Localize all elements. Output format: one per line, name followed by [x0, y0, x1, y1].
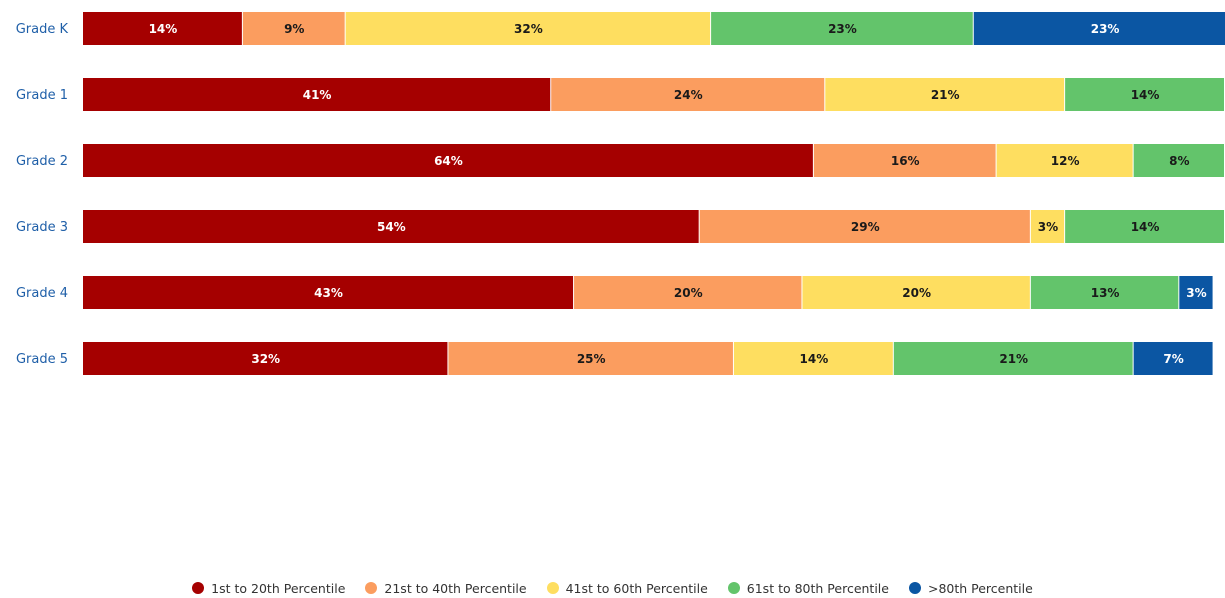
data-label: 3%	[1186, 286, 1206, 300]
data-label: 32%	[514, 22, 543, 36]
bar-segment[interactable]	[893, 342, 1133, 375]
category-label: Grade 1	[16, 88, 68, 103]
data-label: 43%	[314, 286, 343, 300]
bar-segment[interactable]	[574, 276, 802, 309]
data-label: 21%	[931, 88, 960, 102]
data-label: 13%	[1091, 286, 1120, 300]
data-label: 14%	[800, 352, 829, 366]
bar-segment[interactable]	[973, 12, 1225, 45]
bar-segment[interactable]	[83, 12, 242, 45]
bar-segment[interactable]	[1065, 210, 1224, 243]
data-label: 14%	[149, 22, 178, 36]
category-label: Grade 3	[16, 220, 68, 235]
data-label: 12%	[1051, 154, 1080, 168]
data-label: 16%	[891, 154, 920, 168]
legend-marker-icon	[365, 582, 378, 594]
data-label: 21%	[999, 352, 1028, 366]
legend-label: 61st to 80th Percentile	[746, 580, 889, 596]
legend-item-over-80th[interactable]: >80th Percentile	[908, 580, 1033, 596]
legend-item-61st-80th[interactable]: 61st to 80th Percentile	[727, 580, 889, 596]
legend-item-1st-20th[interactable]: 1st to 20th Percentile	[192, 581, 345, 596]
data-label: 54%	[377, 220, 406, 234]
category-label: Grade 5	[16, 352, 68, 367]
data-label: 24%	[674, 88, 703, 102]
bar-segment[interactable]	[83, 78, 551, 111]
data-label: 23%	[1091, 22, 1120, 36]
category-label: Grade 4	[16, 286, 68, 301]
bar-segment[interactable]	[551, 78, 825, 111]
bar-segment[interactable]	[1179, 276, 1213, 309]
legend-marker-icon	[908, 582, 921, 594]
legend-marker-icon	[546, 582, 559, 594]
bar-segment[interactable]	[1133, 342, 1213, 375]
bar-segment[interactable]	[83, 342, 448, 375]
bar-segment[interactable]	[448, 342, 733, 375]
data-label: 14%	[1131, 88, 1160, 102]
data-label: 9%	[284, 22, 304, 36]
bar-segment[interactable]	[813, 144, 996, 177]
data-label: 7%	[1163, 352, 1183, 366]
bar-segment[interactable]	[1030, 210, 1065, 243]
bar-segment[interactable]	[1133, 144, 1224, 177]
data-label: 29%	[851, 220, 880, 234]
stacked-bar-chart: Grade K 14% 9% 32% 23% 23% Grade 1 41% 24% 21% 14%…	[16, 12, 1225, 375]
legend-label: 1st to 20th Percentile	[211, 580, 346, 596]
data-label: 23%	[828, 22, 857, 36]
bar-segment[interactable]	[733, 342, 893, 375]
bar-segment[interactable]	[242, 12, 345, 45]
bar-segment[interactable]	[1030, 276, 1179, 309]
data-label: 41%	[303, 88, 332, 102]
legend-marker-icon	[192, 582, 205, 594]
data-label: 14%	[1131, 220, 1160, 234]
legend-item-41st-60th[interactable]: 41st to 60th Percentile	[546, 580, 708, 596]
data-label: 3%	[1038, 220, 1058, 234]
data-label: 25%	[577, 352, 606, 366]
legend-marker-icon	[727, 582, 740, 594]
bar-segment[interactable]	[711, 12, 973, 45]
data-label: 20%	[674, 286, 703, 300]
legend-item-21st-40th[interactable]: 21st to 40th Percentile	[365, 580, 527, 596]
bar-segment[interactable]	[996, 144, 1133, 177]
bar-segment[interactable]	[83, 210, 699, 243]
data-label: 64%	[434, 154, 463, 168]
legend-label: 41st to 60th Percentile	[565, 580, 708, 596]
data-label: 32%	[251, 352, 280, 366]
chart-legend: 1st to 20th Percentile 21st to 40th Perc…	[0, 578, 1225, 598]
category-label: Grade K	[16, 22, 69, 37]
bar-segment[interactable]	[825, 78, 1065, 111]
bar-segment[interactable]	[345, 12, 711, 45]
data-label: 20%	[902, 286, 931, 300]
legend-label: 21st to 40th Percentile	[384, 580, 527, 596]
bar-segment[interactable]	[802, 276, 1030, 309]
data-label: 8%	[1169, 154, 1189, 168]
bar-segment[interactable]	[1065, 78, 1224, 111]
bar-segment[interactable]	[83, 144, 813, 177]
legend-label: >80th Percentile	[927, 580, 1033, 596]
bar-segment[interactable]	[83, 276, 574, 309]
category-label: Grade 2	[16, 154, 68, 169]
bar-segment[interactable]	[699, 210, 1030, 243]
